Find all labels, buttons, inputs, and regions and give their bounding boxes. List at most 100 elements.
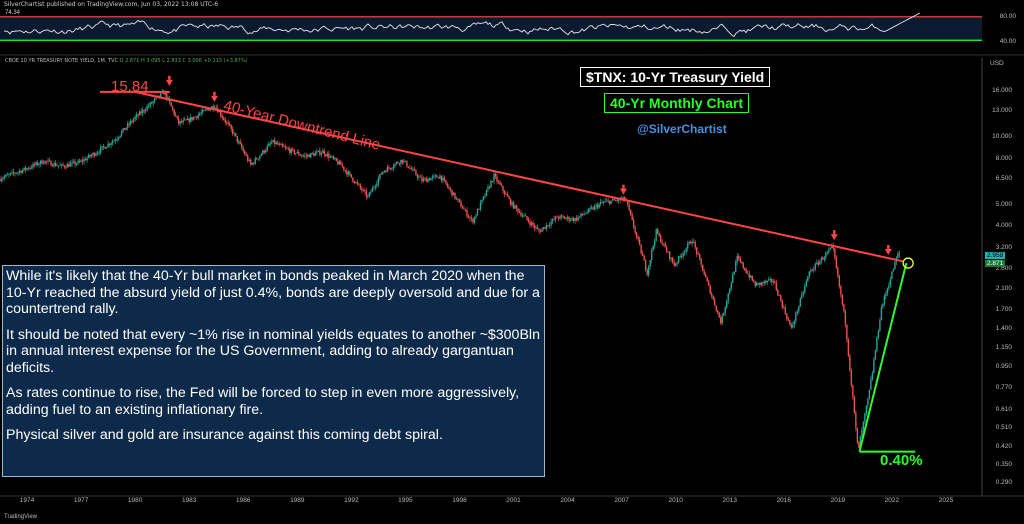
candle-body: [533, 225, 536, 228]
candle-body: [66, 163, 69, 168]
candle-body: [715, 305, 717, 311]
candle-body: [47, 160, 49, 162]
candle-body: [652, 245, 654, 251]
candle-body: [783, 307, 785, 308]
candle-body: [319, 150, 321, 155]
candle-body: [308, 154, 311, 158]
candle-body: [445, 180, 447, 184]
candle-body: [346, 170, 348, 175]
candle-body: [880, 307, 883, 321]
candle-body: [726, 301, 728, 308]
candle-body: [418, 176, 420, 178]
candle-body: [696, 247, 698, 254]
candle-body: [667, 251, 669, 253]
candle-body: [416, 174, 419, 178]
candle-body: [337, 160, 339, 165]
candle-body: [532, 222, 534, 226]
candle-body: [826, 251, 829, 253]
candle-body: [280, 143, 282, 145]
candle-body: [762, 282, 764, 284]
candle-body: [738, 256, 740, 259]
candle-body: [431, 176, 434, 179]
candle-body: [197, 114, 199, 118]
candle-body: [584, 213, 587, 215]
candle-body: [241, 144, 243, 149]
candle-body: [736, 256, 738, 262]
candle-body: [631, 214, 633, 220]
candle-body: [215, 107, 217, 109]
candle-body: [566, 216, 569, 219]
candle-body: [643, 256, 645, 261]
candle-body: [562, 216, 564, 218]
candle-body: [60, 164, 63, 166]
x-tick-label: 1995: [398, 497, 413, 504]
candle-body: [212, 106, 214, 109]
candle-body: [27, 168, 30, 170]
candle-body: [502, 186, 504, 191]
candle-body: [446, 183, 449, 187]
candle-body: [42, 163, 45, 165]
candle-body: [769, 279, 771, 280]
candle-body: [177, 117, 180, 124]
candle-body: [33, 163, 36, 165]
candle-body: [538, 228, 540, 232]
candle-body: [208, 109, 210, 111]
candle-body: [326, 153, 329, 156]
candle-body: [608, 200, 611, 204]
candle-body: [490, 181, 492, 188]
candle-body: [206, 109, 208, 111]
x-tick-label: 2013: [722, 497, 737, 504]
candle-body: [699, 254, 701, 259]
candle-body: [111, 141, 114, 144]
candle-body: [885, 293, 887, 296]
candle-body: [189, 117, 192, 122]
candle-body: [132, 119, 135, 122]
rsi-tick-lower: 40.00: [999, 38, 1016, 45]
candle-body: [611, 199, 614, 201]
candle-body: [757, 282, 759, 284]
candle-body: [428, 178, 431, 181]
candle-body: [644, 260, 647, 270]
candle-body: [813, 269, 815, 271]
candle-body: [605, 200, 608, 202]
candle-body: [694, 242, 696, 248]
candle-body: [753, 280, 755, 282]
candle-body: [186, 118, 189, 121]
candle-body: [269, 143, 271, 145]
candle-body: [687, 243, 689, 249]
candle-body: [693, 241, 695, 243]
candle-body: [883, 295, 886, 304]
candle-body: [35, 162, 37, 165]
candle-body: [487, 186, 489, 190]
candle-body: [191, 117, 193, 120]
candle-body: [135, 114, 138, 117]
candle-body: [535, 227, 537, 229]
candle-body: [11, 171, 13, 174]
candle-body: [721, 315, 723, 324]
candle-body: [886, 288, 889, 294]
candle-body: [853, 396, 856, 413]
candle-body: [505, 194, 507, 195]
candle-body: [467, 216, 470, 218]
candle-body: [248, 160, 250, 161]
candle-body: [602, 202, 605, 203]
publisher-header: SilverChartist published on TradingView.…: [4, 1, 219, 8]
candle-body: [831, 245, 833, 248]
y-tick-label: 13.000: [992, 107, 1012, 115]
candle-body: [137, 114, 139, 116]
candle-body: [403, 160, 405, 163]
candle-body: [229, 123, 231, 126]
candle-body: [443, 177, 446, 181]
candle-body: [598, 204, 600, 208]
candle-body: [314, 152, 317, 156]
prev-price-tag: 2.871: [985, 260, 1006, 267]
candle-body: [238, 141, 240, 143]
candle-body: [263, 150, 265, 153]
candle-body: [655, 229, 657, 241]
candle-body: [15, 173, 18, 174]
candle-body: [367, 196, 369, 197]
candle-body: [128, 123, 130, 125]
candle-body: [214, 107, 216, 109]
candle-body: [0, 179, 3, 181]
